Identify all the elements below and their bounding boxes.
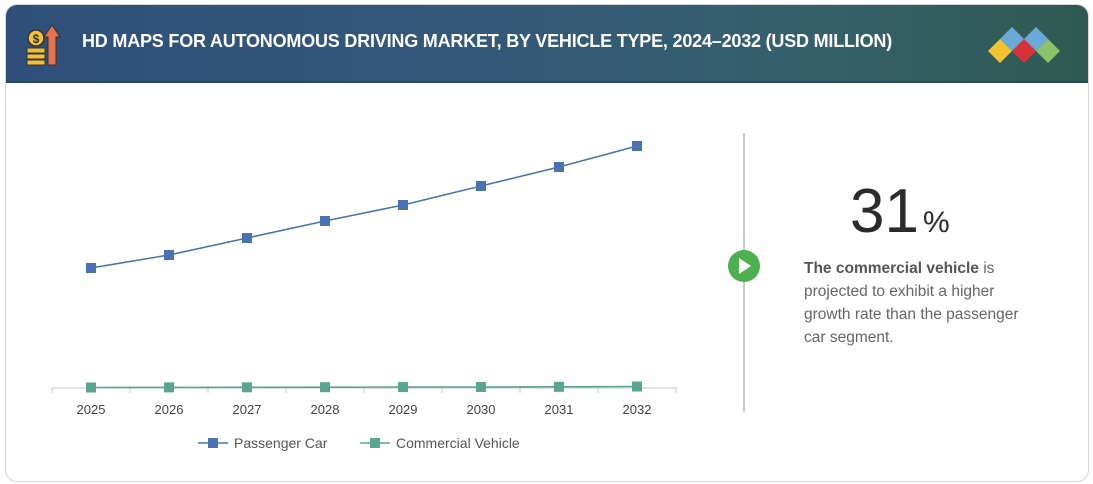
series-line-1 — [90, 385, 638, 389]
description-text: is projected to exhibit a higher growth … — [804, 260, 1019, 346]
x-tick-label: 2025 — [77, 402, 106, 417]
data-point — [86, 382, 96, 393]
money-growth-icon: $ — [26, 24, 61, 66]
data-point — [242, 382, 252, 393]
stat-unit: % — [922, 206, 950, 239]
data-point — [164, 250, 174, 260]
x-tick-label: 2028 — [311, 402, 340, 417]
x-tick-label: 2027 — [233, 402, 262, 417]
x-tick-label: 2026 — [155, 402, 184, 417]
description-bold: The commercial vehicle — [804, 260, 979, 277]
data-point — [398, 382, 408, 393]
data-point — [86, 263, 96, 273]
legend-label: Passenger Car — [234, 435, 328, 451]
legend-label: Commercial Vehicle — [396, 435, 520, 451]
legend-marker — [370, 438, 380, 448]
series-line-0 — [90, 145, 638, 269]
data-point — [242, 233, 252, 243]
data-point — [554, 381, 564, 392]
data-point — [476, 382, 486, 392]
data-point — [398, 200, 408, 210]
highlight-description: The commercial vehicle is projected to e… — [804, 257, 1044, 349]
data-point — [164, 382, 174, 393]
chart-card: $ HD MAPS FOR AUTONOMOUS DRIVING MARKET,… — [5, 4, 1089, 482]
stat-value: 31 — [850, 177, 919, 246]
data-point — [320, 216, 330, 226]
svg-text:$: $ — [33, 32, 40, 46]
x-tick-label: 2030 — [467, 402, 496, 417]
highlight-stat: 31% — [850, 176, 950, 247]
data-point — [554, 162, 564, 172]
x-tick-label: 2029 — [389, 402, 418, 417]
data-point — [476, 181, 486, 191]
play-triangle — [739, 258, 751, 274]
x-tick-label: 2031 — [545, 402, 574, 417]
data-point — [320, 382, 330, 393]
x-tick-label: 2032 — [623, 402, 652, 417]
chart-title: HD MAPS FOR AUTONOMOUS DRIVING MARKET, B… — [82, 31, 892, 51]
legend-marker — [208, 438, 218, 448]
data-point — [632, 141, 642, 151]
data-point — [632, 381, 642, 392]
